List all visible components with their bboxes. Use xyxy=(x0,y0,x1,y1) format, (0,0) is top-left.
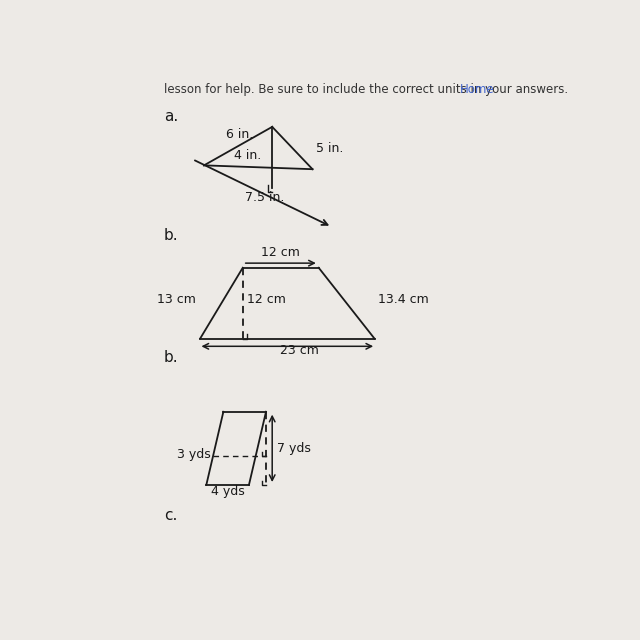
Text: 13.4 cm: 13.4 cm xyxy=(378,293,429,306)
Text: 6 in.: 6 in. xyxy=(226,129,253,141)
Text: lesson for help. Be sure to include the correct units in your answers.: lesson for help. Be sure to include the … xyxy=(164,83,572,96)
Text: 12 cm: 12 cm xyxy=(261,246,300,259)
Text: 23 cm: 23 cm xyxy=(280,344,318,357)
Text: 13 cm: 13 cm xyxy=(157,293,196,306)
Text: c.: c. xyxy=(164,508,177,523)
Text: 12 cm: 12 cm xyxy=(248,293,286,306)
Text: 7.5 in.: 7.5 in. xyxy=(244,191,284,204)
Text: b.: b. xyxy=(164,350,179,365)
Text: 7 yds: 7 yds xyxy=(277,442,311,455)
Text: 4 yds: 4 yds xyxy=(211,485,244,498)
Text: b.: b. xyxy=(164,228,179,243)
Text: Home: Home xyxy=(460,83,494,96)
Text: 4 in.: 4 in. xyxy=(234,149,261,162)
Text: a.: a. xyxy=(164,109,178,124)
Text: 5 in.: 5 in. xyxy=(316,142,343,155)
Text: 3 yds: 3 yds xyxy=(177,449,211,461)
